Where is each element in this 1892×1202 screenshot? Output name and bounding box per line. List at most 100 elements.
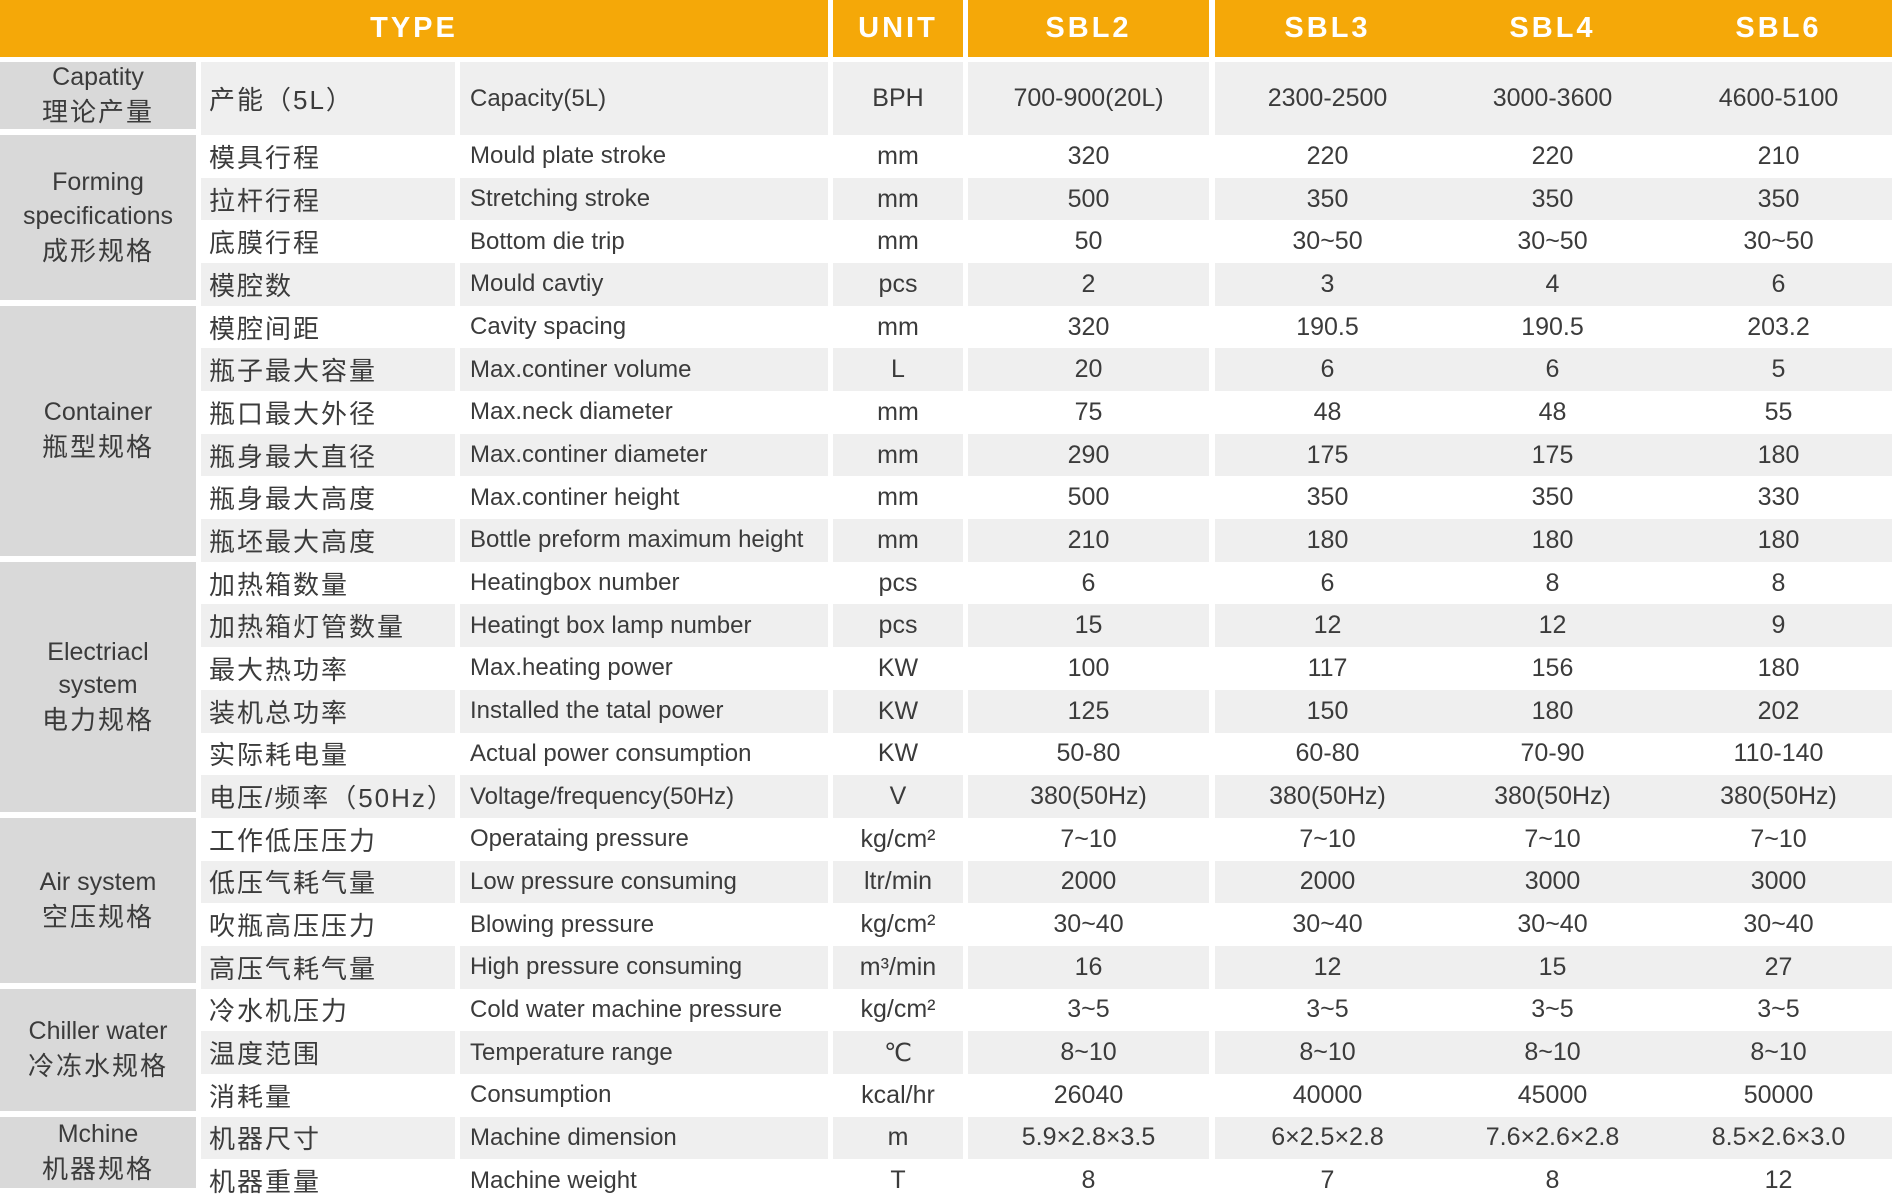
row-value-sbl6: 3000 xyxy=(1665,860,1892,904)
row-value-sbl2: 290 xyxy=(968,433,1215,477)
row-value-sbl6: 27 xyxy=(1665,945,1892,989)
row-value-sbl2: 6 xyxy=(968,561,1215,605)
row-value-sbl6: 210 xyxy=(1665,135,1892,178)
row-value-sbl3: 12 xyxy=(1215,604,1440,648)
row-unit: mm xyxy=(833,177,968,221)
row-unit: pcs xyxy=(833,263,968,306)
group-label-en: Capatity xyxy=(52,63,144,92)
row-value-sbl4: 45000 xyxy=(1440,1073,1665,1117)
row-label-en: Actual power consumption xyxy=(460,732,833,776)
row-label-en: Mould cavtiy xyxy=(460,263,833,306)
type-header: TYPE xyxy=(0,0,833,62)
row-label-zh: 实际耗电量 xyxy=(201,732,460,776)
row-label-en: Max.continer volume xyxy=(460,348,833,392)
row-value-sbl3: 8~10 xyxy=(1215,1031,1440,1074)
group-label-en: Chiller water xyxy=(28,1017,168,1046)
row-value-sbl3: 60-80 xyxy=(1215,732,1440,776)
group-label-en: Container xyxy=(43,398,153,427)
row-unit: KW xyxy=(833,689,968,733)
row-label-en: Cold water machine pressure xyxy=(460,988,833,1032)
row-label-zh: 消耗量 xyxy=(201,1073,460,1117)
row-value-sbl4: 3000-3600 xyxy=(1440,62,1665,135)
row-value-sbl6: 7~10 xyxy=(1665,817,1892,861)
row-label-zh: 模具行程 xyxy=(201,135,460,178)
row-value-sbl2: 320 xyxy=(968,305,1215,349)
row-value-sbl3: 180 xyxy=(1215,519,1440,562)
row-value-sbl4: 180 xyxy=(1440,519,1665,562)
row-unit: mm xyxy=(833,433,968,477)
row-value-sbl4: 3~5 xyxy=(1440,988,1665,1032)
group-label-zh: 冷冻水规格 xyxy=(27,1050,168,1081)
row-value-sbl3: 6×2.5×2.8 xyxy=(1215,1116,1440,1160)
row-label-zh: 瓶子最大容量 xyxy=(201,348,460,392)
row-label-en: Bottle preform maximum height xyxy=(460,519,833,562)
row-value-sbl6: 180 xyxy=(1665,647,1892,690)
row-label-en: Heatingt box lamp number xyxy=(460,604,833,648)
row-value-sbl6: 55 xyxy=(1665,391,1892,434)
row-value-sbl4: 180 xyxy=(1440,689,1665,733)
row-value-sbl4: 8 xyxy=(1440,1159,1665,1202)
row-value-sbl2: 500 xyxy=(968,476,1215,520)
row-label-en: Installed the tatal power xyxy=(460,689,833,733)
row-value-sbl4: 7.6×2.6×2.8 xyxy=(1440,1116,1665,1160)
row-label-zh: 加热箱灯管数量 xyxy=(201,604,460,648)
row-value-sbl3: 2000 xyxy=(1215,860,1440,904)
row-value-sbl2: 15 xyxy=(968,604,1215,648)
row-label-en: Heatingbox number xyxy=(460,561,833,605)
row-label-en: Max.neck diameter xyxy=(460,391,833,434)
row-label-zh: 高压气耗气量 xyxy=(201,945,460,989)
group-label-en: Electriacl system xyxy=(47,637,149,700)
row-value-sbl6: 50000 xyxy=(1665,1073,1892,1117)
row-value-sbl2: 500 xyxy=(968,177,1215,221)
group-air-system: Air system 空压规格 xyxy=(0,817,201,989)
row-value-sbl4: 15 xyxy=(1440,945,1665,989)
row-value-sbl6: 9 xyxy=(1665,604,1892,648)
group-container: Container 瓶型规格 xyxy=(0,305,201,562)
row-label-zh: 瓶身最大高度 xyxy=(201,476,460,520)
row-value-sbl2: 320 xyxy=(968,135,1215,178)
row-value-sbl2: 8~10 xyxy=(968,1031,1215,1074)
row-value-sbl4: 12 xyxy=(1440,604,1665,648)
row-value-sbl2: 20 xyxy=(968,348,1215,392)
row-label-zh: 产能（5L） xyxy=(201,62,460,135)
row-label-zh: 冷水机压力 xyxy=(201,988,460,1032)
row-label-zh: 低压气耗气量 xyxy=(201,860,460,904)
row-value-sbl6: 203.2 xyxy=(1665,305,1892,349)
row-value-sbl2: 50 xyxy=(968,220,1215,264)
row-label-en: Max.heating power xyxy=(460,647,833,690)
row-value-sbl6: 12 xyxy=(1665,1159,1892,1202)
row-value-sbl3: 2300-2500 xyxy=(1215,62,1440,135)
row-unit: pcs xyxy=(833,561,968,605)
row-value-sbl6: 180 xyxy=(1665,519,1892,562)
row-label-en: High pressure consuming xyxy=(460,945,833,989)
row-value-sbl4: 220 xyxy=(1440,135,1665,178)
row-unit: T xyxy=(833,1159,968,1202)
row-value-sbl6: 4600-5100 xyxy=(1665,62,1892,135)
row-value-sbl3: 12 xyxy=(1215,945,1440,989)
row-unit: BPH xyxy=(833,62,968,135)
row-value-sbl4: 8 xyxy=(1440,561,1665,605)
row-value-sbl4: 30~50 xyxy=(1440,220,1665,264)
row-unit: kg/cm² xyxy=(833,903,968,946)
model-header-sbl4: SBL4 xyxy=(1440,0,1665,62)
row-unit: mm xyxy=(833,220,968,264)
row-unit: kg/cm² xyxy=(833,988,968,1032)
row-value-sbl6: 3~5 xyxy=(1665,988,1892,1032)
row-label-en: Bottom die trip xyxy=(460,220,833,264)
row-value-sbl6: 330 xyxy=(1665,476,1892,520)
row-value-sbl2: 7~10 xyxy=(968,817,1215,861)
row-value-sbl3: 220 xyxy=(1215,135,1440,178)
row-value-sbl3: 48 xyxy=(1215,391,1440,434)
row-unit: ℃ xyxy=(833,1031,968,1074)
row-unit: mm xyxy=(833,519,968,562)
row-value-sbl6: 8 xyxy=(1665,561,1892,605)
row-value-sbl4: 6 xyxy=(1440,348,1665,392)
row-label-en: Voltage/frequency(50Hz) xyxy=(460,775,833,818)
row-value-sbl2: 380(50Hz) xyxy=(968,775,1215,818)
row-unit: pcs xyxy=(833,604,968,648)
group-label-zh: 瓶型规格 xyxy=(41,432,154,463)
row-value-sbl3: 190.5 xyxy=(1215,305,1440,349)
row-value-sbl6: 8~10 xyxy=(1665,1031,1892,1074)
row-value-sbl3: 7 xyxy=(1215,1159,1440,1202)
